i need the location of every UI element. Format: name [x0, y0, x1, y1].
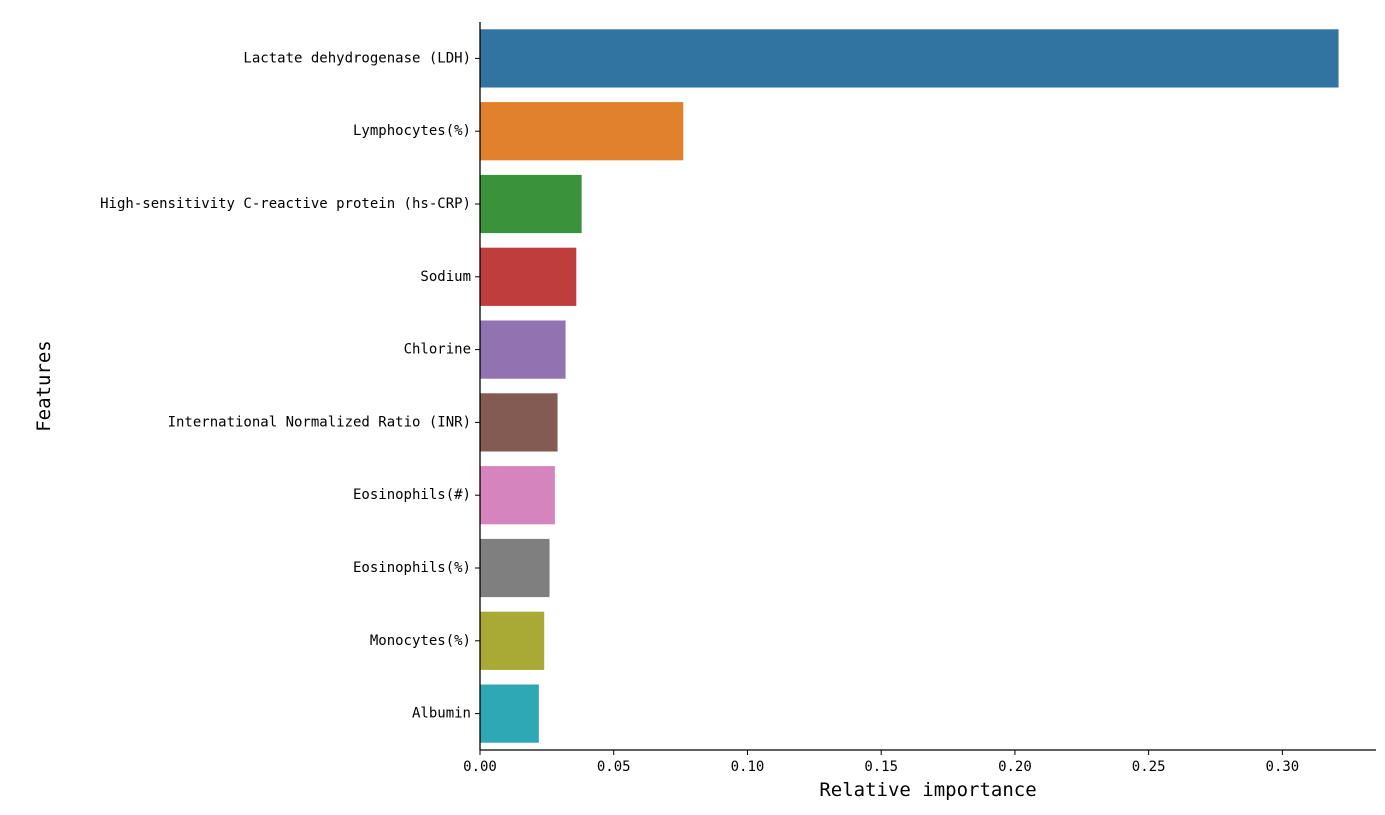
y-tick-label: Monocytes(%) [370, 633, 471, 649]
x-axis-ticks: 0.00 0.05 0.10 0.15 0.20 0.25 0.30 [463, 750, 1299, 775]
y-axis-ticks: Lactate dehydrogenase (LDH) Lymphocytes(%… [100, 50, 480, 722]
bar [480, 174, 582, 234]
y-tick-label: Eosinophils(%) [353, 560, 471, 576]
bar [480, 29, 1339, 88]
x-tick-label: 0.10 [731, 759, 765, 775]
y-tick-label: International Normalized Ratio (INR) [168, 414, 471, 430]
x-tick-label: 0.15 [864, 759, 898, 775]
bar [480, 538, 550, 598]
x-tick-label: 0.00 [463, 759, 497, 775]
y-tick-label: Lymphocytes(%) [353, 123, 471, 139]
bar [480, 102, 684, 161]
y-tick-label: High-sensitivity C-reactive protein (hs-… [100, 196, 471, 212]
bars-group [480, 29, 1339, 743]
y-axis-title: Features [33, 340, 55, 432]
y-tick-label: Sodium [420, 269, 471, 285]
y-tick-label: Eosinophils(#) [353, 487, 471, 503]
y-tick-label: Albumin [412, 706, 471, 722]
x-axis-title: Relative importance [819, 779, 1036, 801]
bar [480, 320, 566, 379]
bar [480, 393, 558, 452]
y-tick-label: Chlorine [404, 342, 471, 358]
bar [480, 247, 577, 306]
x-tick-label: 0.25 [1132, 759, 1166, 775]
bar [480, 466, 555, 525]
x-tick-label: 0.05 [597, 759, 631, 775]
x-tick-label: 0.20 [998, 759, 1032, 775]
bar [480, 611, 545, 670]
x-tick-label: 0.30 [1266, 759, 1300, 775]
y-tick-label: Lactate dehydrogenase (LDH) [243, 50, 471, 66]
bar [480, 684, 539, 743]
